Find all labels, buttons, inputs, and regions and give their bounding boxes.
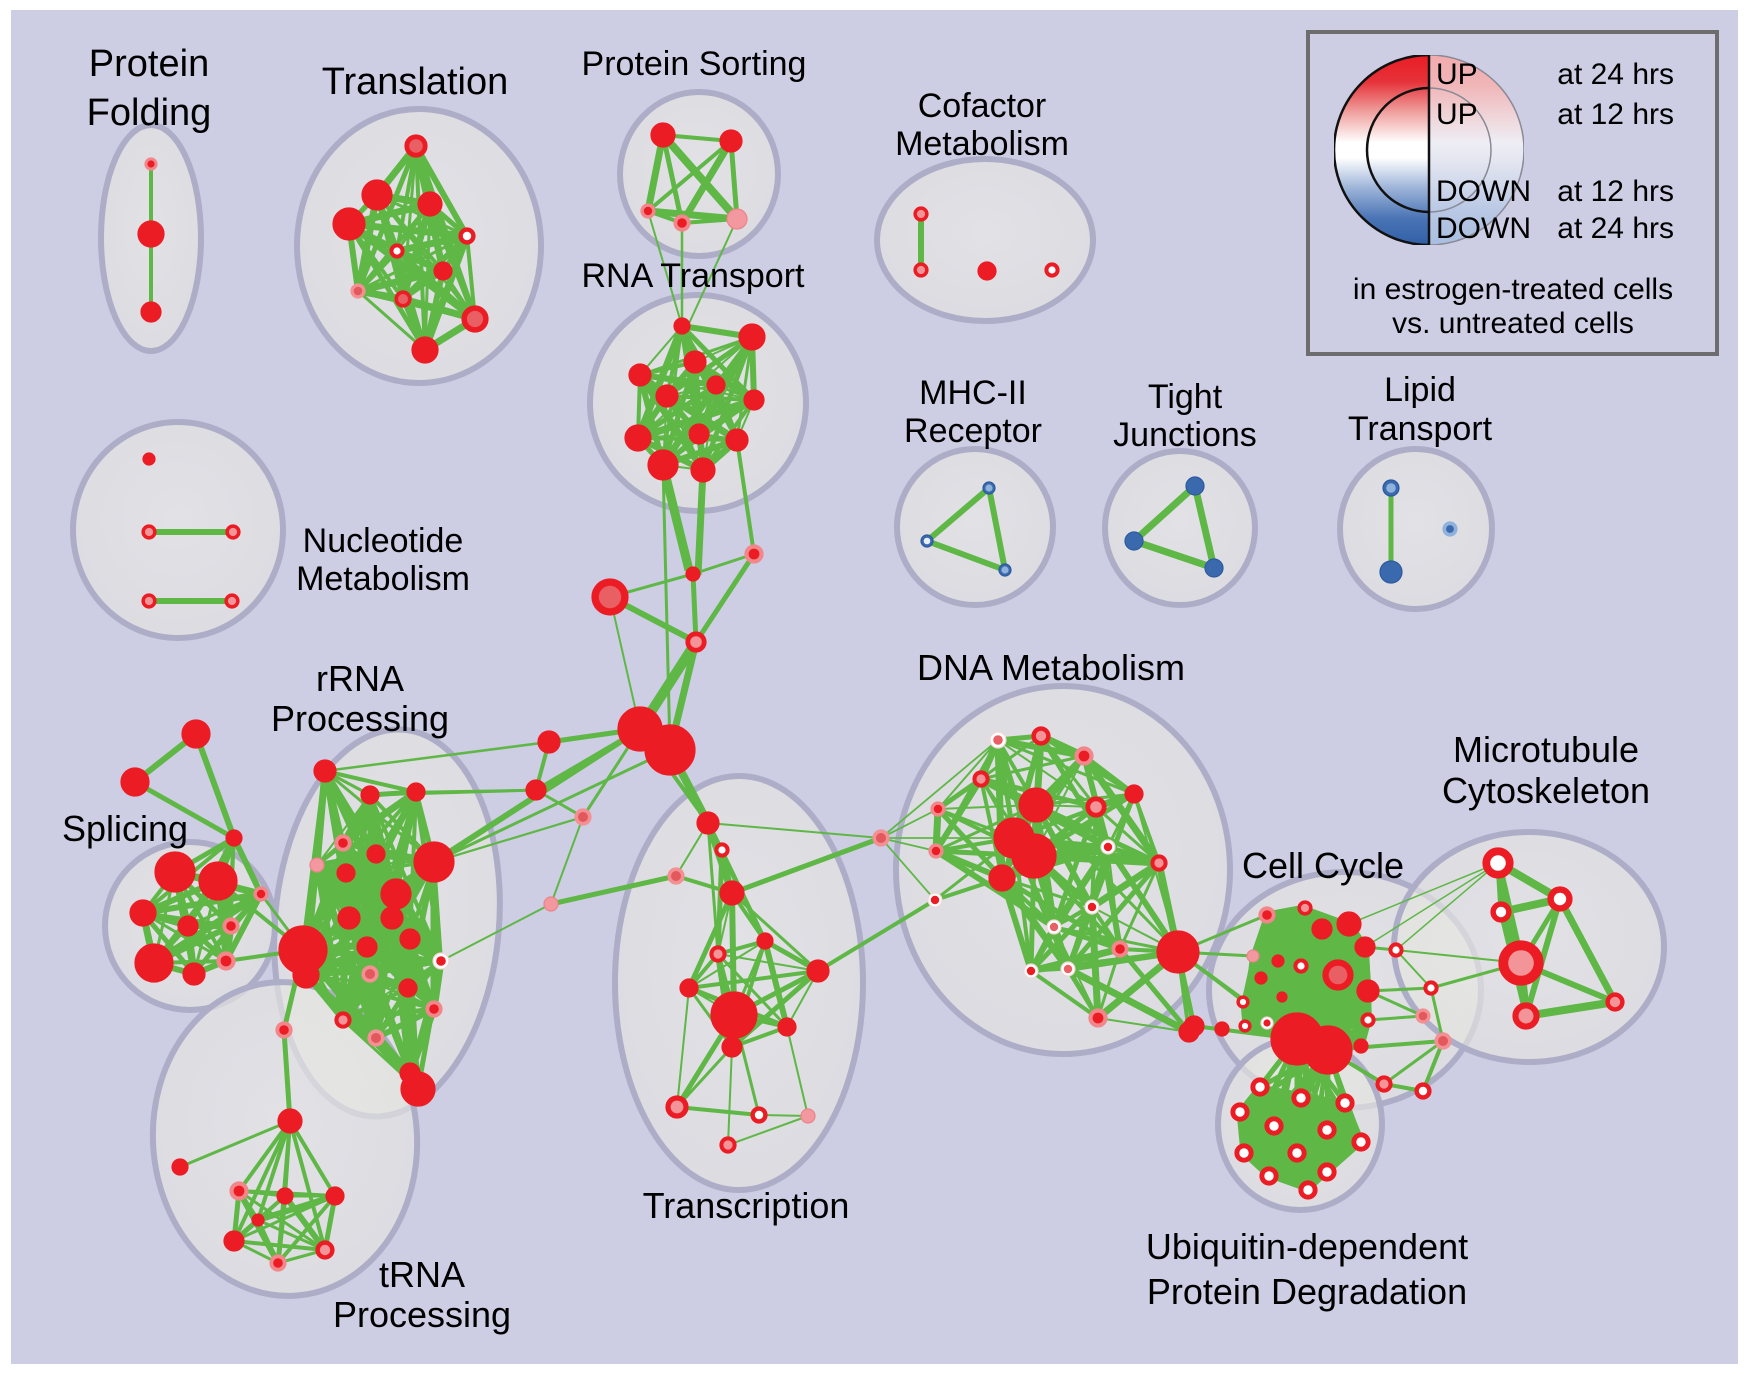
svg-text:UP: UP xyxy=(1436,98,1478,131)
svg-text:Splicing: Splicing xyxy=(62,808,188,849)
svg-text:DNA Metabolism: DNA Metabolism xyxy=(917,647,1185,688)
svg-text:in estrogen-treated cells: in estrogen-treated cells xyxy=(1353,273,1673,306)
svg-text:at 24 hrs: at 24 hrs xyxy=(1557,212,1674,245)
svg-text:at 12 hrs: at 12 hrs xyxy=(1557,175,1674,208)
svg-text:Cell Cycle: Cell Cycle xyxy=(1242,845,1404,886)
svg-text:UP: UP xyxy=(1436,58,1478,91)
svg-text:Protein Sorting: Protein Sorting xyxy=(582,45,807,83)
svg-text:at 24 hrs: at 24 hrs xyxy=(1557,58,1674,91)
svg-text:Transcription: Transcription xyxy=(643,1185,850,1226)
svg-text:at 12 hrs: at 12 hrs xyxy=(1557,98,1674,131)
svg-text:vs. untreated cells: vs. untreated cells xyxy=(1392,307,1634,340)
svg-text:DOWN: DOWN xyxy=(1436,175,1531,208)
svg-text:Translation: Translation xyxy=(322,61,509,103)
svg-text:RNA Transport: RNA Transport xyxy=(582,257,806,295)
svg-text:DOWN: DOWN xyxy=(1436,212,1531,245)
